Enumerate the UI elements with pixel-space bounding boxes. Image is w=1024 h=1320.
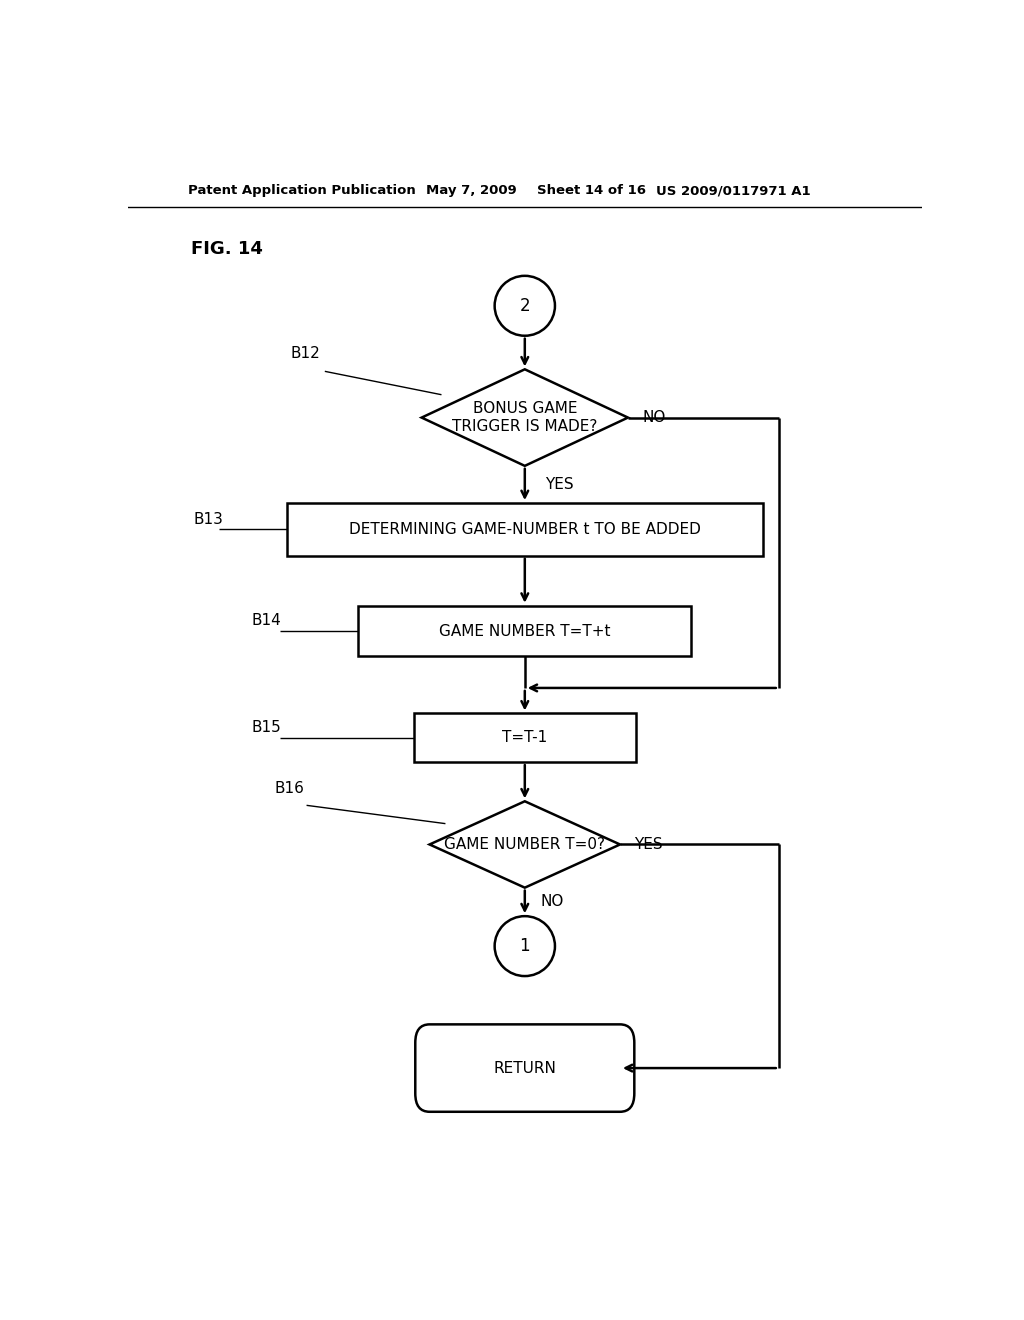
Polygon shape (422, 370, 628, 466)
Text: DETERMINING GAME-NUMBER t TO BE ADDED: DETERMINING GAME-NUMBER t TO BE ADDED (349, 521, 700, 537)
Text: T=T-1: T=T-1 (502, 730, 548, 746)
Text: US 2009/0117971 A1: US 2009/0117971 A1 (655, 185, 810, 198)
Ellipse shape (495, 276, 555, 335)
Text: May 7, 2009: May 7, 2009 (426, 185, 516, 198)
Text: B12: B12 (291, 346, 321, 362)
Bar (414, 713, 636, 762)
Text: Sheet 14 of 16: Sheet 14 of 16 (537, 185, 646, 198)
Text: 1: 1 (519, 937, 530, 956)
Text: 2: 2 (519, 297, 530, 314)
Text: B13: B13 (194, 512, 223, 527)
Bar (358, 606, 691, 656)
Text: NO: NO (541, 895, 564, 909)
Text: B16: B16 (274, 781, 305, 796)
Text: GAME NUMBER T=0?: GAME NUMBER T=0? (444, 837, 605, 851)
FancyBboxPatch shape (416, 1024, 634, 1111)
Text: B14: B14 (251, 614, 281, 628)
Text: GAME NUMBER T=T+t: GAME NUMBER T=T+t (439, 623, 610, 639)
Text: FIG. 14: FIG. 14 (191, 240, 263, 257)
Ellipse shape (495, 916, 555, 975)
Bar (287, 503, 763, 556)
Text: NO: NO (642, 411, 666, 425)
Text: B15: B15 (251, 721, 281, 735)
Polygon shape (430, 801, 620, 887)
Text: YES: YES (545, 477, 573, 492)
Text: RETURN: RETURN (494, 1060, 556, 1076)
Text: BONUS GAME
TRIGGER IS MADE?: BONUS GAME TRIGGER IS MADE? (453, 401, 597, 434)
Text: Patent Application Publication: Patent Application Publication (187, 185, 416, 198)
Text: YES: YES (634, 837, 663, 851)
